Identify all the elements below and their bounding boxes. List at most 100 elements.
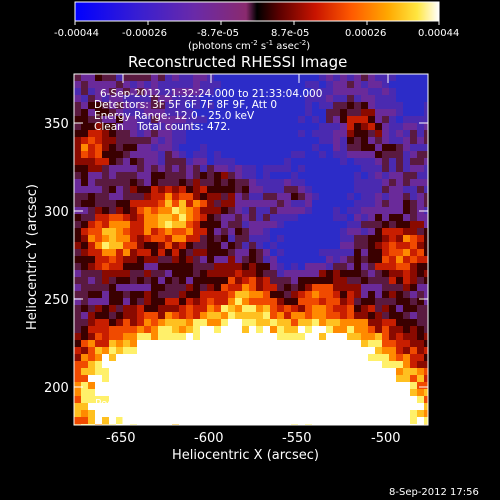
heatmap-cell (172, 263, 179, 270)
heatmap-cell (417, 144, 424, 151)
heatmap-cell (172, 347, 179, 354)
heatmap-cell (417, 284, 424, 291)
heatmap-cell (186, 249, 193, 256)
heatmap-cell (382, 270, 389, 277)
heatmap-cell (417, 305, 424, 312)
heatmap-cell (326, 207, 333, 214)
heatmap-cell (116, 333, 123, 340)
heatmap-cell (179, 186, 186, 193)
heatmap-cell (354, 333, 361, 340)
heatmap-cell (347, 277, 354, 284)
heatmap-cell (410, 403, 417, 410)
heatmap-cell (389, 249, 396, 256)
heatmap-cell (137, 144, 144, 151)
heatmap-cell (207, 186, 214, 193)
heatmap-cell (179, 277, 186, 284)
heatmap-cell (305, 158, 312, 165)
heatmap-cell (375, 102, 382, 109)
heatmap-cell (284, 221, 291, 228)
heatmap-cell (88, 312, 95, 319)
heatmap-cell (186, 172, 193, 179)
heatmap-cell (144, 221, 151, 228)
heatmap-cell (95, 410, 102, 417)
heatmap-cell (186, 326, 193, 333)
heatmap-cell (319, 235, 326, 242)
heatmap-cell (116, 137, 123, 144)
heatmap-cell (375, 151, 382, 158)
heatmap-cell (263, 340, 270, 347)
heatmap-cell (221, 382, 228, 389)
heatmap-cell (347, 396, 354, 403)
heatmap-cell (207, 179, 214, 186)
heatmap-cell (151, 207, 158, 214)
heatmap-cell (144, 277, 151, 284)
heatmap-cell (375, 74, 382, 81)
heatmap-cell (186, 81, 193, 88)
heatmap-cell (312, 179, 319, 186)
heatmap-cell (249, 361, 256, 368)
heatmap-cell (284, 165, 291, 172)
heatmap-cell (116, 291, 123, 298)
heatmap-cell (417, 382, 424, 389)
heatmap-cell (347, 151, 354, 158)
heatmap-cell (326, 298, 333, 305)
heatmap-cell (207, 221, 214, 228)
heatmap-cell (263, 207, 270, 214)
heatmap-cell (410, 228, 417, 235)
heatmap-cell (158, 186, 165, 193)
heatmap-cell (424, 74, 428, 81)
heatmap-cell (165, 291, 172, 298)
heatmap-cell (284, 151, 291, 158)
heatmap-cell (130, 361, 137, 368)
heatmap-cell (361, 172, 368, 179)
heatmap-cell (326, 291, 333, 298)
heatmap-cell (319, 340, 326, 347)
heatmap-cell (424, 277, 428, 284)
heatmap-cell (389, 354, 396, 361)
heatmap-cell (368, 228, 375, 235)
heatmap-cell (158, 361, 165, 368)
heatmap-cell (172, 151, 179, 158)
heatmap-cell (403, 81, 410, 88)
heatmap-cell (270, 410, 277, 417)
heatmap-cell (291, 207, 298, 214)
heatmap-cell (340, 382, 347, 389)
heatmap-cell (410, 305, 417, 312)
heatmap-cell (270, 263, 277, 270)
heatmap-cell (396, 151, 403, 158)
heatmap-cell (277, 333, 284, 340)
heatmap-cell (410, 354, 417, 361)
heatmap-cell (102, 200, 109, 207)
heatmap-cell (228, 298, 235, 305)
heatmap-cell (214, 403, 221, 410)
heatmap-cell (116, 410, 123, 417)
heatmap-cell (298, 172, 305, 179)
heatmap-cell (165, 347, 172, 354)
heatmap-cell (81, 193, 88, 200)
heatmap-cell (291, 298, 298, 305)
heatmap-cell (396, 375, 403, 382)
heatmap-cell (200, 186, 207, 193)
heatmap-cell (396, 312, 403, 319)
heatmap-cell (319, 403, 326, 410)
heatmap-cell (382, 242, 389, 249)
heatmap-cell (291, 389, 298, 396)
heatmap-cell (172, 403, 179, 410)
heatmap-cell (368, 361, 375, 368)
heatmap-cell (277, 312, 284, 319)
heatmap-cell (277, 277, 284, 284)
heatmap-cell (361, 284, 368, 291)
heatmap-cell (102, 179, 109, 186)
heatmap-cell (88, 333, 95, 340)
heatmap-cell (179, 256, 186, 263)
heatmap-cell (298, 403, 305, 410)
heatmap-cell (151, 312, 158, 319)
heatmap-cell (221, 207, 228, 214)
heatmap-cell (144, 284, 151, 291)
heatmap-cell (172, 368, 179, 375)
heatmap-cell (403, 333, 410, 340)
heatmap-cell (263, 326, 270, 333)
heatmap-cell (242, 291, 249, 298)
heatmap-cell (193, 291, 200, 298)
heatmap-cell (214, 298, 221, 305)
